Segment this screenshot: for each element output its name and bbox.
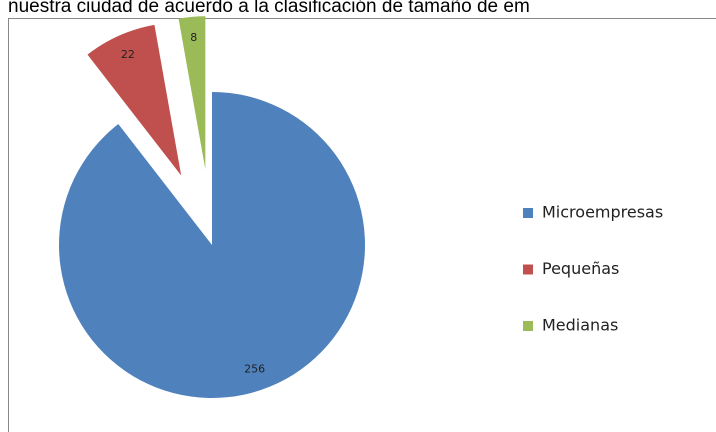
caption: nuestra ciudad de acuerdo a la clasifica… [8,0,530,17]
data-label: 8 [190,31,197,44]
legend-swatch [523,208,533,218]
legend-swatch [523,321,533,331]
legend-swatch [523,264,533,275]
legend-label: Microempresas [542,203,663,222]
legend-label: Medianas [542,316,618,335]
data-label: 22 [121,48,135,61]
pie-slice [58,92,365,398]
pie-slice [87,24,182,176]
pie-slice [178,16,206,170]
data-label: 256 [244,362,265,375]
chart-frame [8,18,716,432]
legend-label: Pequeñas [542,259,619,278]
